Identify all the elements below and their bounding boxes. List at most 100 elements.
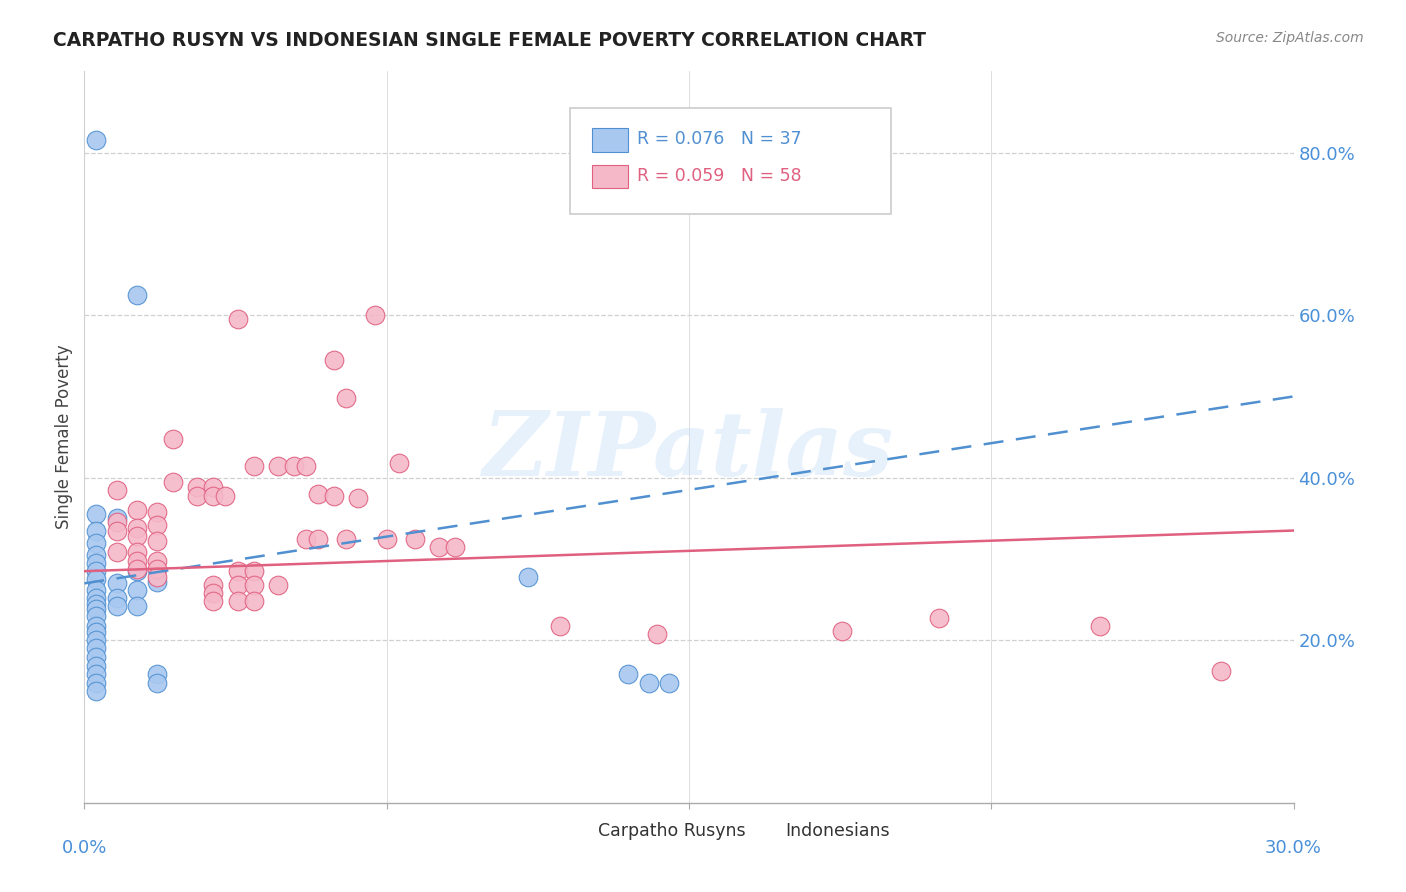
Text: Carpatho Rusyns: Carpatho Rusyns bbox=[599, 822, 745, 839]
Point bbox=[214, 489, 236, 503]
Point bbox=[146, 562, 169, 576]
Bar bbox=[592, 128, 628, 152]
Point bbox=[404, 532, 426, 546]
Text: 0.0%: 0.0% bbox=[62, 839, 107, 857]
Point bbox=[86, 535, 108, 549]
Point bbox=[548, 618, 571, 632]
Point bbox=[86, 597, 108, 611]
Point bbox=[335, 391, 357, 405]
Point bbox=[86, 582, 108, 597]
Point bbox=[86, 602, 108, 616]
Point bbox=[427, 540, 450, 554]
Point bbox=[86, 641, 108, 656]
Point bbox=[125, 288, 148, 302]
Point bbox=[105, 545, 128, 559]
Point bbox=[105, 599, 128, 614]
Point bbox=[226, 564, 249, 578]
Point bbox=[831, 624, 853, 638]
Point bbox=[86, 572, 108, 586]
Point bbox=[86, 608, 108, 623]
Point bbox=[105, 516, 128, 530]
Text: CARPATHO RUSYN VS INDONESIAN SINGLE FEMALE POVERTY CORRELATION CHART: CARPATHO RUSYN VS INDONESIAN SINGLE FEMA… bbox=[53, 31, 927, 50]
Point bbox=[146, 517, 169, 532]
Point bbox=[86, 649, 108, 664]
Point bbox=[125, 582, 148, 597]
Point bbox=[125, 521, 148, 535]
Point bbox=[242, 578, 264, 592]
Point bbox=[146, 570, 169, 584]
Point bbox=[202, 586, 225, 600]
Point bbox=[307, 532, 329, 546]
Point bbox=[86, 564, 108, 578]
Point bbox=[146, 553, 169, 567]
Point bbox=[295, 532, 318, 546]
Point bbox=[226, 578, 249, 592]
Point bbox=[516, 570, 538, 584]
Point bbox=[125, 545, 148, 559]
Point bbox=[86, 633, 108, 648]
Point bbox=[323, 352, 346, 367]
Point bbox=[105, 483, 128, 497]
Point bbox=[186, 489, 208, 503]
Point bbox=[86, 591, 108, 605]
FancyBboxPatch shape bbox=[571, 108, 891, 214]
Point bbox=[202, 480, 225, 494]
Bar bbox=[744, 823, 778, 839]
Point bbox=[375, 532, 398, 546]
Point bbox=[86, 675, 108, 690]
Text: Indonesians: Indonesians bbox=[786, 822, 890, 839]
Point bbox=[444, 540, 467, 554]
Point bbox=[86, 524, 108, 538]
Point bbox=[105, 524, 128, 538]
Point bbox=[86, 625, 108, 640]
Point bbox=[86, 548, 108, 562]
Point bbox=[105, 511, 128, 525]
Text: ZIPatlas: ZIPatlas bbox=[484, 409, 894, 495]
Point bbox=[645, 626, 668, 640]
Point bbox=[347, 491, 370, 505]
Point bbox=[323, 489, 346, 503]
Point bbox=[86, 683, 108, 698]
Point bbox=[86, 556, 108, 570]
Point bbox=[226, 312, 249, 326]
Point bbox=[162, 475, 184, 489]
Point bbox=[335, 532, 357, 546]
Point bbox=[928, 610, 950, 624]
Point bbox=[637, 675, 659, 690]
Text: Source: ZipAtlas.com: Source: ZipAtlas.com bbox=[1216, 31, 1364, 45]
Point bbox=[295, 458, 318, 473]
Point bbox=[186, 480, 208, 494]
Point bbox=[283, 458, 305, 473]
Point bbox=[307, 487, 329, 501]
Point bbox=[105, 591, 128, 605]
Point bbox=[1209, 664, 1232, 678]
Point bbox=[242, 594, 264, 608]
Point bbox=[125, 599, 148, 614]
Point bbox=[242, 458, 264, 473]
Point bbox=[86, 618, 108, 632]
Y-axis label: Single Female Poverty: Single Female Poverty bbox=[55, 345, 73, 529]
Point bbox=[162, 432, 184, 446]
Bar bbox=[555, 823, 589, 839]
Point bbox=[146, 667, 169, 681]
Point bbox=[658, 675, 681, 690]
Point bbox=[617, 667, 640, 681]
Point bbox=[267, 458, 290, 473]
Point bbox=[363, 308, 385, 322]
Text: 30.0%: 30.0% bbox=[1265, 839, 1322, 857]
Point bbox=[86, 659, 108, 673]
Point bbox=[388, 456, 411, 470]
Point bbox=[125, 529, 148, 543]
Point bbox=[202, 578, 225, 592]
Point bbox=[202, 594, 225, 608]
Bar bbox=[592, 165, 628, 188]
Point bbox=[86, 508, 108, 522]
Point bbox=[146, 675, 169, 690]
Point bbox=[242, 564, 264, 578]
Point bbox=[125, 564, 148, 578]
Text: R = 0.059   N = 58: R = 0.059 N = 58 bbox=[637, 167, 801, 185]
Text: R = 0.076   N = 37: R = 0.076 N = 37 bbox=[637, 130, 801, 148]
Point bbox=[105, 576, 128, 591]
Point bbox=[146, 534, 169, 549]
Point bbox=[86, 133, 108, 147]
